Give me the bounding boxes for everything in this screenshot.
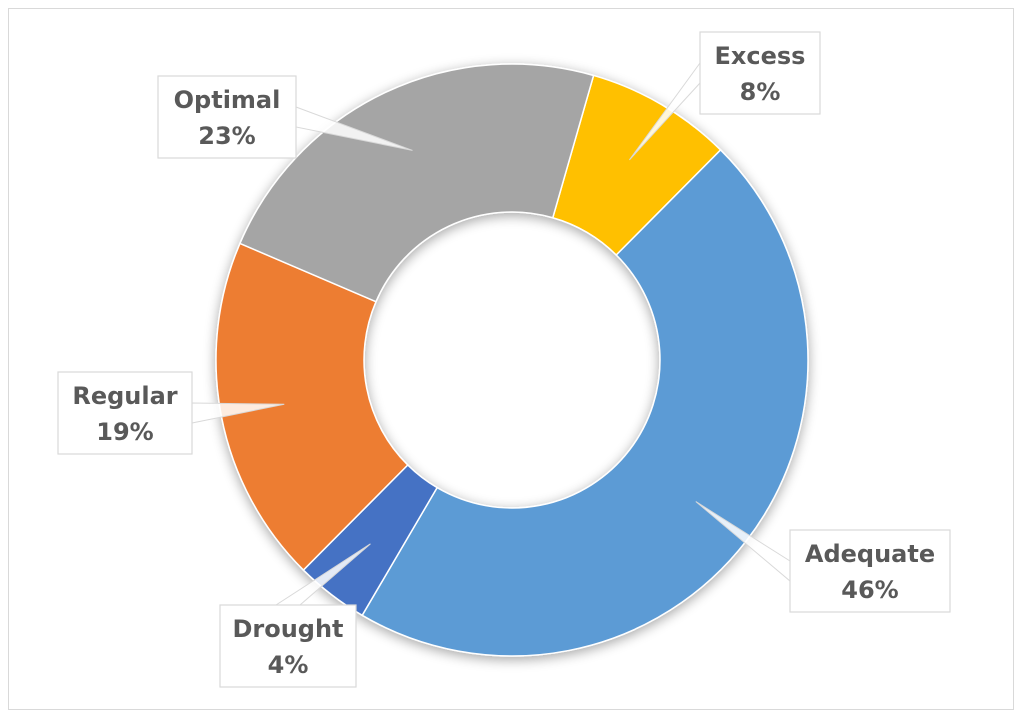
slice-label-adequate: Adequate	[805, 540, 935, 568]
slice-regular	[215, 242, 409, 572]
slice-label-regular: Regular	[72, 382, 177, 410]
slice-percent-excess: 8%	[740, 78, 781, 106]
slice-optimal	[238, 63, 595, 303]
callout-box-regular	[57, 371, 193, 455]
callout-box-drought	[219, 604, 357, 688]
callout-box-optimal	[157, 75, 297, 159]
slice-adequate	[361, 148, 809, 657]
slice-percent-adequate: 46%	[841, 576, 898, 604]
slices-group	[215, 63, 809, 657]
slice-label-drought: Drought	[232, 615, 343, 643]
callout-box-excess	[699, 31, 821, 115]
slice-label-excess: Excess	[715, 42, 806, 70]
slice-percent-regular: 19%	[96, 418, 153, 446]
callouts-group: Excess 8% Adequate 46% Drought 4% Regular 19% Op…	[57, 31, 951, 688]
slice-percent-optimal: 23%	[198, 122, 255, 150]
callout-box-adequate	[789, 529, 951, 613]
slice-percent-drought: 4%	[268, 651, 309, 679]
slice-label-optimal: Optimal	[174, 86, 281, 114]
